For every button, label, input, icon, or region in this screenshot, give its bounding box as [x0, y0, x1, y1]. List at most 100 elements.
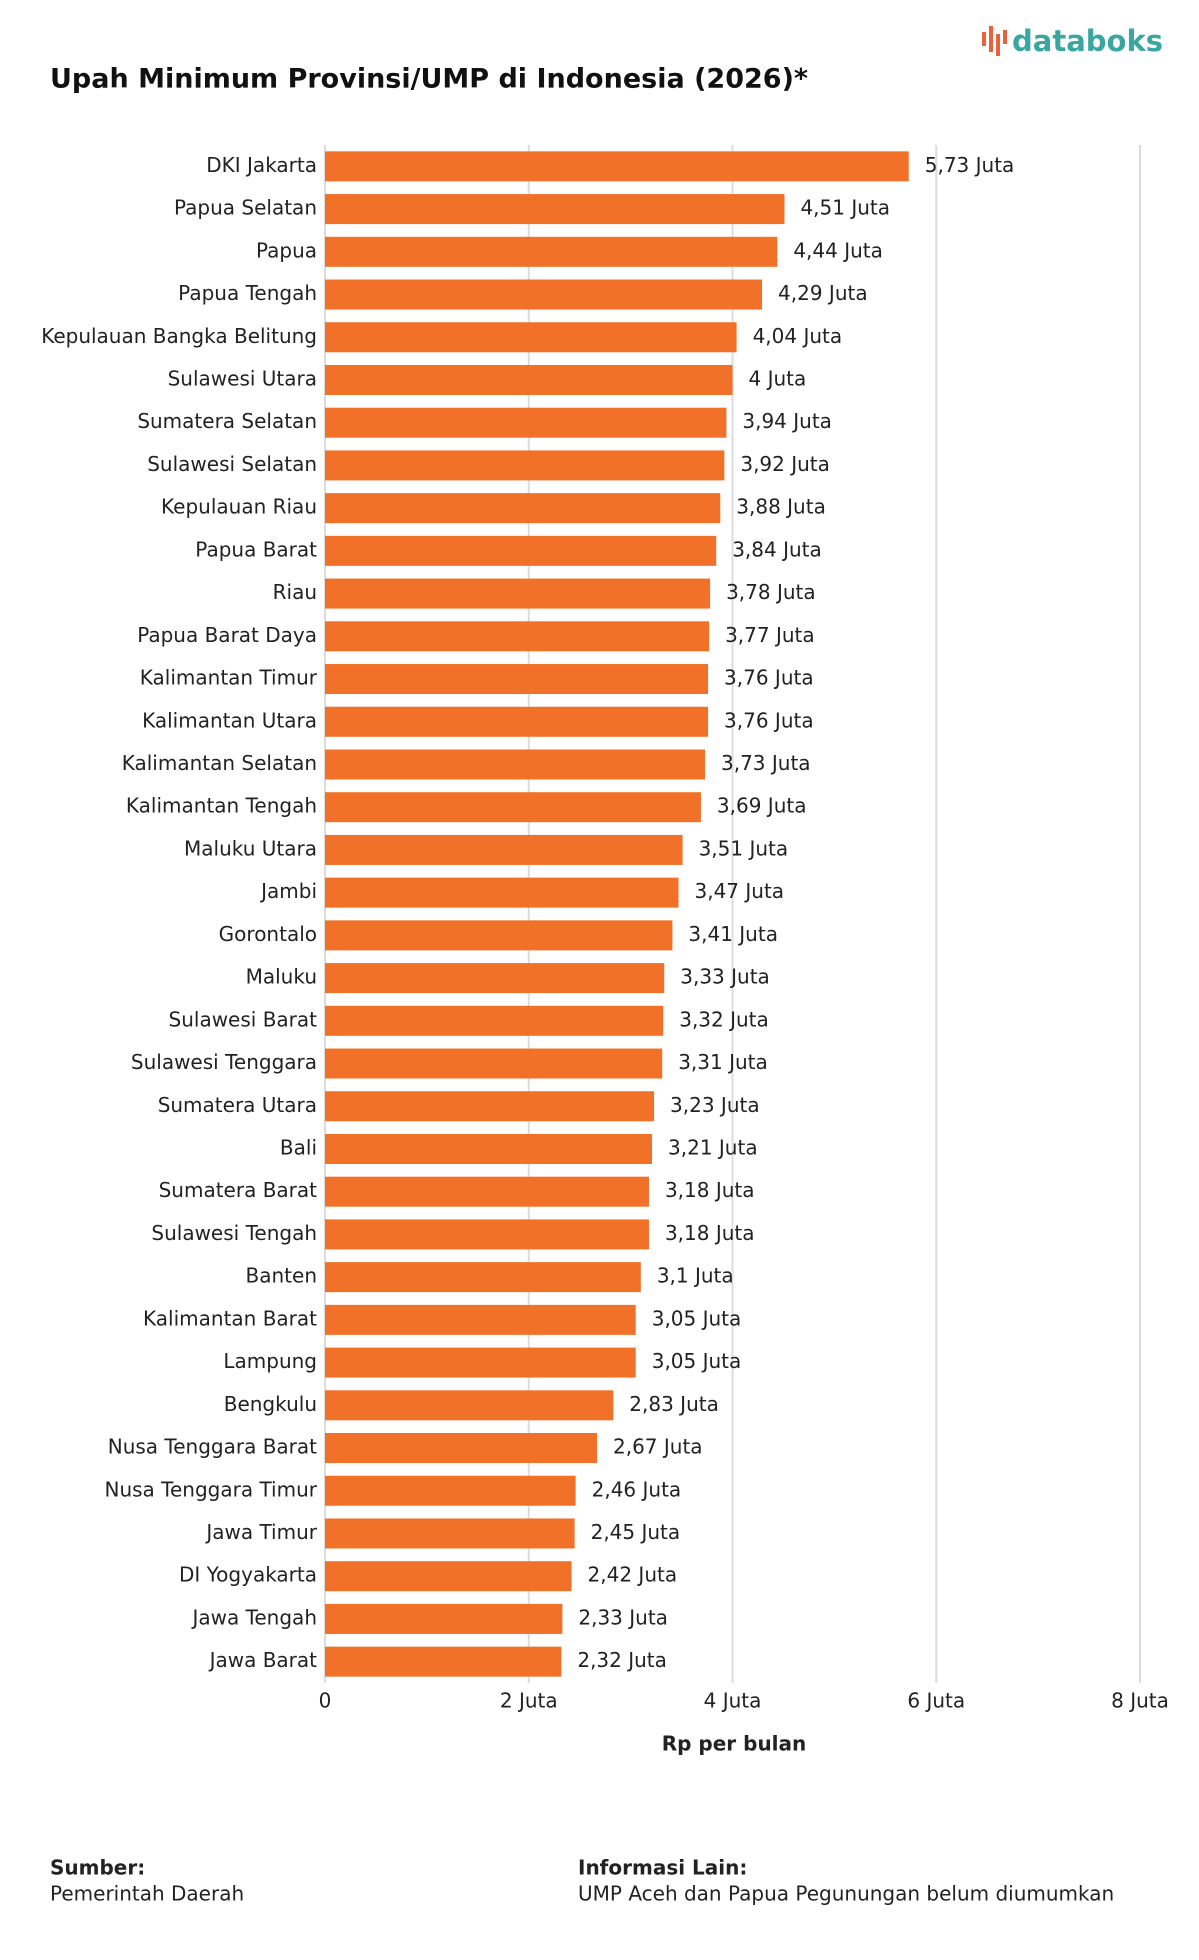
value-label: 3,88 Juta	[736, 495, 826, 519]
value-label: 2,67 Juta	[613, 1435, 703, 1459]
bar	[325, 749, 705, 780]
bar	[325, 1433, 598, 1464]
bar	[325, 493, 721, 524]
value-label: 3,78 Juta	[726, 580, 816, 604]
bar	[325, 1603, 563, 1634]
y-tick-label: Jambi	[259, 879, 317, 903]
value-label: 3,76 Juta	[724, 708, 814, 732]
x-axis-label: Rp per bulan	[662, 1732, 807, 1756]
y-tick-label: Sulawesi Utara	[168, 366, 317, 390]
bar	[325, 450, 725, 481]
y-tick-label: Banten	[246, 1264, 317, 1288]
y-tick-label: Papua Barat Daya	[137, 623, 317, 647]
y-tick-label: Riau	[273, 580, 317, 604]
bar	[325, 1005, 664, 1036]
source-label: Sumber:	[50, 1856, 145, 1880]
bar	[325, 706, 709, 737]
source: Pemerintah Daerah	[50, 1882, 244, 1906]
y-tick-label: Sulawesi Selatan	[147, 452, 317, 476]
y-tick-label: DKI Jakarta	[206, 153, 317, 177]
value-label: 3,18 Juta	[665, 1221, 755, 1245]
y-tick-label: Kalimantan Utara	[142, 708, 317, 732]
y-tick-label: Sulawesi Tenggara	[131, 1050, 317, 1074]
bar	[325, 279, 763, 310]
value-label: 3,76 Juta	[724, 666, 814, 690]
bar	[325, 1561, 572, 1592]
x-tick-label: 0	[319, 1689, 332, 1713]
value-label: 3,92 Juta	[740, 452, 830, 476]
y-tick-label: Gorontalo	[219, 922, 317, 946]
y-tick-label: Sulawesi Barat	[169, 1007, 318, 1031]
bar	[325, 877, 679, 908]
bar	[325, 1133, 653, 1164]
value-label: 3,05 Juta	[652, 1306, 742, 1330]
y-tick-label: Sulawesi Tengah	[151, 1221, 317, 1245]
value-label: 3,21 Juta	[668, 1135, 758, 1159]
y-tick-label: Kepulauan Bangka Belitung	[41, 324, 317, 348]
value-label: 3,05 Juta	[652, 1349, 742, 1373]
y-tick-label: Kalimantan Tengah	[126, 794, 317, 818]
value-label: 3,41 Juta	[688, 922, 778, 946]
x-tick-label: 4 Juta	[704, 1689, 762, 1713]
value-label: 3,73 Juta	[721, 751, 811, 775]
value-label: 3,77 Juta	[725, 623, 815, 647]
bar	[325, 834, 683, 865]
bar	[325, 1091, 655, 1122]
value-label: 4,51 Juta	[800, 196, 890, 220]
bar	[325, 920, 673, 951]
y-tick-label: Kalimantan Selatan	[122, 751, 317, 775]
value-label: 3,47 Juta	[695, 879, 785, 903]
value-label: 3,51 Juta	[699, 836, 789, 860]
y-tick-label: Sumatera Selatan	[137, 409, 317, 433]
value-label: 2,45 Juta	[591, 1520, 681, 1544]
info-label: Informasi Lain:	[578, 1856, 747, 1880]
bar	[325, 1219, 649, 1250]
y-tick-label: Nusa Tenggara Timur	[105, 1477, 318, 1501]
value-label: 3,23 Juta	[670, 1093, 760, 1117]
y-tick-label: DI Yogyakarta	[179, 1563, 317, 1587]
bar	[325, 1390, 614, 1421]
value-label: 3,69 Juta	[717, 794, 807, 818]
y-tick-label: Maluku Utara	[184, 836, 317, 860]
y-tick-label: Bali	[280, 1135, 317, 1159]
y-tick-label: Papua Barat	[195, 537, 317, 561]
x-tick-label: 6 Juta	[907, 1689, 965, 1713]
bar	[325, 1646, 562, 1677]
bar	[325, 578, 711, 609]
y-tick-label: Sumatera Barat	[159, 1178, 318, 1202]
info: UMP Aceh dan Papua Pegunungan belum dium…	[578, 1882, 1114, 1906]
bar	[325, 535, 717, 566]
y-tick-label: Papua Tengah	[178, 281, 317, 305]
bar	[325, 322, 737, 353]
chart-title: Upah Minimum Provinsi/UMP di Indonesia (…	[50, 64, 808, 95]
bar	[325, 963, 665, 994]
value-label: 4,29 Juta	[778, 281, 868, 305]
bar	[325, 1048, 663, 1079]
value-label: 2,33 Juta	[578, 1605, 668, 1629]
value-label: 4,44 Juta	[793, 238, 883, 262]
value-label: 2,83 Juta	[629, 1392, 719, 1416]
y-tick-label: Nusa Tenggara Barat	[108, 1435, 317, 1459]
y-tick-label: Sumatera Utara	[158, 1093, 317, 1117]
bar	[325, 364, 733, 395]
y-tick-label: Papua Selatan	[174, 196, 317, 220]
brand: databoks	[1012, 24, 1163, 58]
y-tick-label: Jawa Barat	[208, 1648, 318, 1672]
bar	[325, 1347, 636, 1378]
bar	[325, 664, 709, 695]
y-tick-label: Kalimantan Barat	[143, 1306, 317, 1330]
bar	[325, 792, 701, 823]
y-tick-label: Lampung	[223, 1349, 317, 1373]
bar	[325, 1262, 641, 1293]
value-label: 2,32 Juta	[577, 1648, 667, 1672]
y-tick-label: Kalimantan Timur	[140, 666, 318, 690]
x-tick-label: 8 Juta	[1111, 1689, 1169, 1713]
value-label: 3,1 Juta	[657, 1264, 734, 1288]
y-tick-label: Kepulauan Riau	[161, 495, 317, 519]
y-tick-label: Papua	[256, 238, 317, 262]
brand-logo	[982, 26, 1007, 56]
bar	[325, 407, 727, 438]
value-label: 4,04 Juta	[753, 324, 843, 348]
value-label: 2,46 Juta	[592, 1477, 682, 1501]
